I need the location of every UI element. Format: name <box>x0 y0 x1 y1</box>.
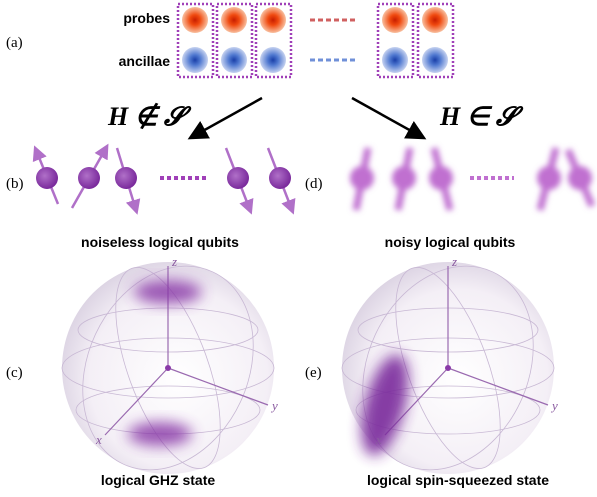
axis-label: z <box>171 254 177 269</box>
panel-label: (a) <box>6 35 23 51</box>
noiseless-spins <box>32 143 296 215</box>
axis-label: y <box>270 398 278 413</box>
axis-label: x <box>95 432 102 447</box>
relation: H ∈ 𝓢 <box>439 102 524 131</box>
panel-label: (c) <box>6 365 23 381</box>
arrow <box>351 96 427 140</box>
caption: noisy logical qubits <box>385 234 516 250</box>
panel-label: (d) <box>305 176 323 192</box>
qubit-pairs <box>176 2 455 79</box>
axis-label: y <box>550 398 558 413</box>
axis-label: x <box>375 432 382 447</box>
row-label: ancillae <box>119 53 171 69</box>
axis-label: z <box>451 254 457 269</box>
panel-label: (b) <box>6 176 24 192</box>
bloch-sphere-squeezed <box>341 262 555 474</box>
row-label: probes <box>123 10 170 26</box>
noisy-spins <box>350 147 596 211</box>
panel-label: (e) <box>305 365 322 381</box>
caption: logical GHZ state <box>101 472 216 488</box>
relation: H ∉ 𝓢 <box>107 102 192 131</box>
probe-circles <box>182 7 448 33</box>
caption: noiseless logical qubits <box>81 234 239 250</box>
caption: logical spin-squeezed state <box>367 472 549 488</box>
bloch-sphere-ghz <box>61 262 275 474</box>
arrow <box>187 96 263 140</box>
ancilla-circles <box>182 47 448 73</box>
